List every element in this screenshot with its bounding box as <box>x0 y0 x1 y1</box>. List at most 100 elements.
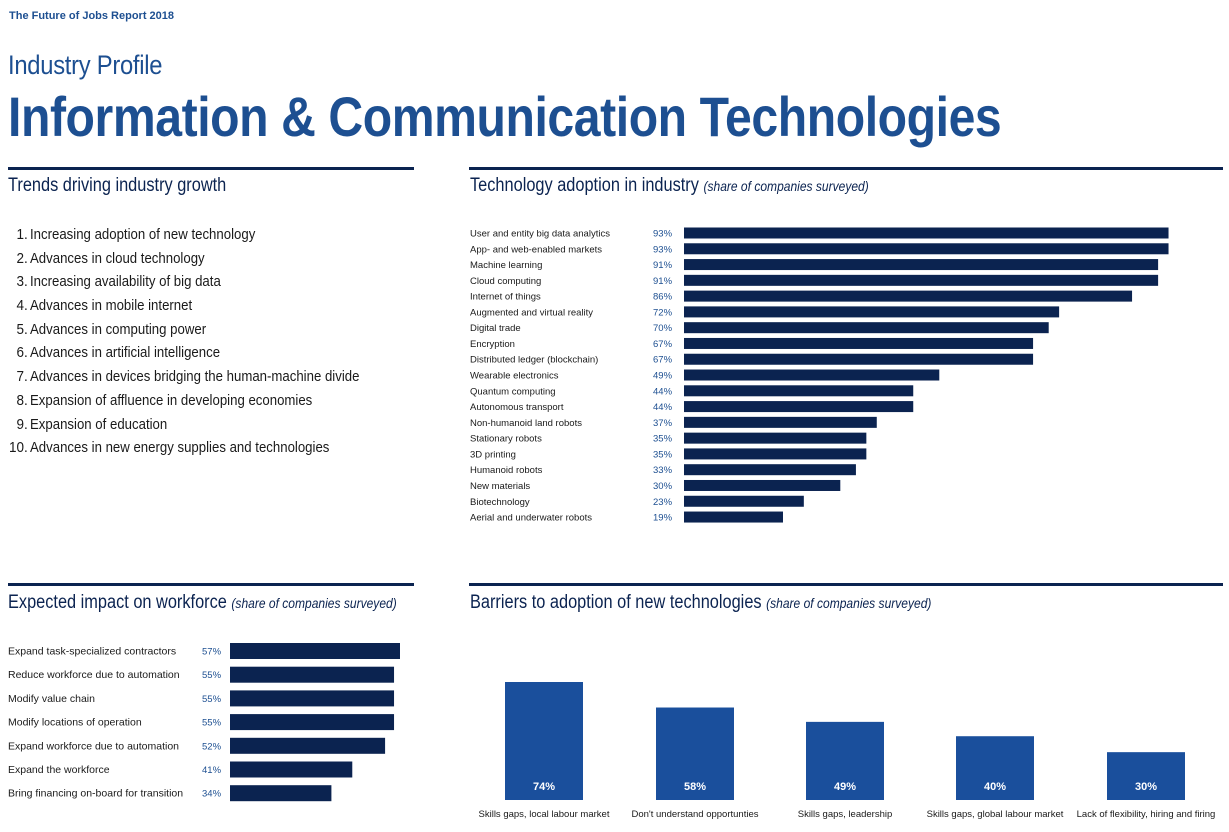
barrier-category-label: Skills gaps, global labour market <box>927 809 1064 820</box>
trend-text: Increasing adoption of new technology <box>30 226 256 243</box>
tech-bar <box>684 306 1060 318</box>
trends-title-text: Trends driving industry growth <box>8 175 227 196</box>
trend-number: 8. <box>16 391 28 409</box>
tech-category-label: Stationary robots <box>470 434 542 445</box>
tech-title: Technology adoption in industry (share o… <box>470 175 869 197</box>
tech-value-label: 37% <box>653 418 673 429</box>
tech-bar <box>684 337 1034 349</box>
tech-category-label: User and entity big data analytics <box>470 229 610 240</box>
trend-item: 10. Advances in new energy supplies and t… <box>8 439 408 463</box>
tech-value-label: 30% <box>653 481 673 492</box>
trend-item: 2. Advances in cloud technology <box>8 250 408 274</box>
barriers-title: Barriers to adoption of new technologies… <box>470 592 931 614</box>
tech-category-label: Machine learning <box>470 260 542 271</box>
tech-value-label: 86% <box>653 292 673 303</box>
barrier-value-label: 30% <box>1135 781 1157 793</box>
trends-rule <box>8 167 414 170</box>
trend-item: 3. Increasing availability of big data <box>8 273 408 297</box>
tech-value-label: 70% <box>653 323 673 334</box>
trend-list: 1. Increasing adoption of new technology 2… <box>8 226 408 463</box>
workforce-value-label: 41% <box>202 765 222 776</box>
trend-number: 3. <box>16 273 28 291</box>
tech-bar <box>684 416 877 428</box>
barrier-value-label: 40% <box>984 781 1006 793</box>
trend-text: Expansion of education <box>30 415 168 433</box>
workforce-value-label: 55% <box>202 718 222 729</box>
workforce-bar <box>230 714 395 731</box>
workforce-bar <box>230 761 353 778</box>
workforce-title: Expected impact on workforce (share of c… <box>8 592 397 614</box>
tech-value-label: 49% <box>653 371 673 382</box>
workforce-category-label: Modify locations of operation <box>8 717 142 729</box>
workforce-bar <box>230 785 332 802</box>
tech-subtitle: (share of companies surveyed) <box>703 178 869 194</box>
trend-number: 10. <box>9 439 28 457</box>
tech-category-label: Distributed ledger (blockchain) <box>470 355 598 366</box>
tech-value-label: 44% <box>653 386 673 397</box>
tech-value-label: 35% <box>653 449 673 460</box>
trend-text: Advances in artificial intelligence <box>30 344 221 362</box>
trend-number: 6. <box>16 344 28 362</box>
tech-bar <box>684 385 914 397</box>
industry-name: Information & Communication Technologies <box>8 85 1002 148</box>
tech-bar <box>684 432 867 444</box>
barriers-title-text: Barriers to adoption of new technologies <box>470 592 762 613</box>
trend-item: 4. Advances in mobile internet <box>8 297 408 321</box>
workforce-category-label: Expand workforce due to automation <box>8 740 179 752</box>
barrier-bar <box>656 707 734 800</box>
workforce-rule <box>8 583 414 586</box>
tech-value-label: 35% <box>653 434 673 445</box>
workforce-value-label: 55% <box>202 670 222 681</box>
tech-bar <box>684 401 914 413</box>
barrier-bar <box>806 721 884 800</box>
tech-category-label: Digital trade <box>470 323 521 334</box>
workforce-category-label: Expand task-specialized contractors <box>8 646 176 658</box>
workforce-bar <box>230 737 386 754</box>
trend-number: 1. <box>16 226 28 243</box>
tech-bar <box>684 479 841 491</box>
tech-rule <box>469 167 1223 170</box>
workforce-category-label: Expand the workforce <box>8 764 110 776</box>
workforce-value-label: 52% <box>202 741 222 752</box>
barrier-category-label: Skills gaps, leadership <box>798 809 893 820</box>
tech-bar <box>684 274 1159 286</box>
tech-bar <box>684 243 1169 255</box>
workforce-category-label: Reduce workforce due to automation <box>8 669 180 681</box>
trend-text: Increasing availability of big data <box>30 273 221 291</box>
barrier-category-label: Don't understand opportunties <box>632 809 759 820</box>
tech-category-label: 3D printing <box>470 449 516 460</box>
tech-value-label: 67% <box>653 339 673 350</box>
tech-category-label: Aerial and underwater robots <box>470 513 592 524</box>
tech-value-label: 72% <box>653 307 673 318</box>
trend-item: 8. Expansion of affluence in developing e… <box>8 392 408 416</box>
trend-number: 5. <box>16 320 28 338</box>
tech-bar <box>684 369 940 381</box>
trend-item: 6. Advances in artificial intelligence <box>8 344 408 368</box>
workforce-bar <box>230 666 395 683</box>
workforce-bar <box>230 690 395 707</box>
trend-number: 9. <box>16 415 28 433</box>
workforce-value-label: 57% <box>202 647 222 658</box>
tech-category-label: Internet of things <box>470 292 541 303</box>
tech-bar <box>684 322 1049 334</box>
tech-category-label: Autonomous transport <box>470 402 564 413</box>
barrier-bar <box>956 736 1034 800</box>
tech-category-label: Biotechnology <box>470 497 530 508</box>
barrier-category-label: Lack of flexibility, hiring and firing <box>1077 809 1216 820</box>
trend-text: Advances in cloud technology <box>30 249 205 267</box>
workforce-category-label: Modify value chain <box>8 693 95 705</box>
workforce-value-label: 34% <box>202 789 222 800</box>
tech-value-label: 23% <box>653 497 673 508</box>
tech-value-label: 33% <box>653 465 673 476</box>
trend-item: 7. Advances in devices bridging the human… <box>8 368 408 392</box>
barriers-rule <box>469 583 1223 586</box>
trend-text: Advances in devices bridging the human-m… <box>30 368 360 386</box>
tech-title-text: Technology adoption in industry <box>470 175 699 196</box>
workforce-bar <box>230 643 400 659</box>
tech-value-label: 91% <box>653 276 673 287</box>
tech-category-label: Encryption <box>470 339 515 350</box>
tech-bar <box>684 464 856 476</box>
tech-value-label: 67% <box>653 355 673 366</box>
barrier-value-label: 74% <box>533 781 555 793</box>
